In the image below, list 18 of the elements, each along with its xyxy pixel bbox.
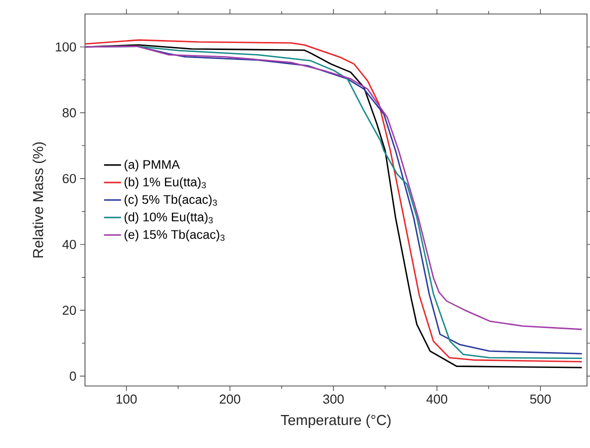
legend-label: (e) 15% Tb(acac)$_{3}$ bbox=[124, 230, 225, 242]
x-tick-label: 400 bbox=[426, 394, 448, 404]
y-tick-label: 60 bbox=[62, 174, 76, 184]
y-tick-label: 80 bbox=[62, 108, 76, 118]
legend-label: (c) 5% Tb(acac)$_{3}$ bbox=[124, 194, 217, 206]
x-tick-label: 100 bbox=[116, 394, 137, 404]
y-tick-label: 20 bbox=[62, 306, 76, 315]
x-tick-label: 200 bbox=[220, 394, 240, 404]
legend-label: (d) 10% Eu(tta)$_{3}$ bbox=[124, 212, 213, 224]
x-tick-label: 500 bbox=[530, 394, 551, 404]
legend-label: (a) PMMA bbox=[124, 160, 180, 172]
legend-label: (b) 1% Eu(tta)$_{3}$ bbox=[124, 177, 206, 189]
x-axis-title: Temperature (°C) bbox=[280, 414, 391, 428]
y-tick-label: 100 bbox=[56, 42, 76, 52]
y-axis-title: Relative Mass (%) bbox=[32, 142, 46, 258]
y-tick-label: 0 bbox=[70, 372, 76, 381]
y-tick-label: 40 bbox=[62, 240, 76, 250]
x-tick-label: 300 bbox=[323, 394, 344, 404]
